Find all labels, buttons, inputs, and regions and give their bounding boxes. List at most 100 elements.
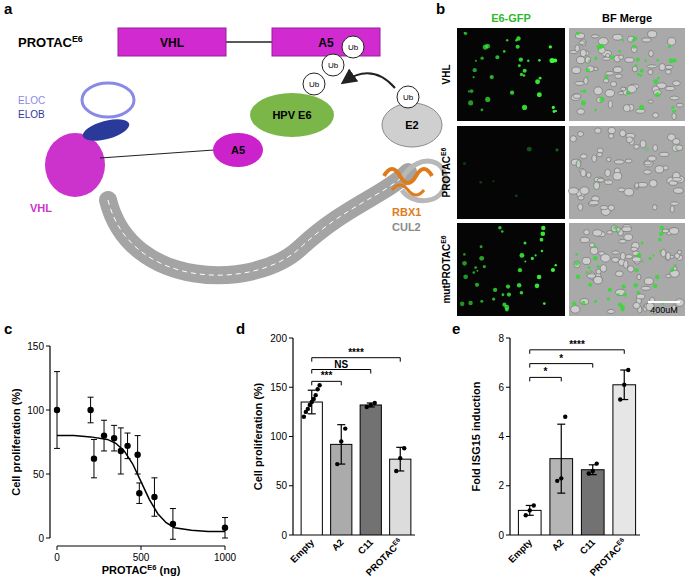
gfp-cell (475, 60, 477, 62)
gfp-cell (644, 147, 649, 152)
bf-cell (620, 252, 625, 260)
bf-cell (576, 57, 584, 64)
bf-cell (625, 58, 634, 63)
gfp-cell (518, 64, 521, 67)
data-point (134, 452, 140, 458)
gfp-cell (470, 89, 474, 93)
bf-cell (605, 180, 613, 184)
y-tick (506, 485, 510, 486)
gfp-cell (576, 32, 579, 35)
bf-cell (647, 65, 656, 68)
ub-label: Ub (348, 43, 359, 52)
error-cap (111, 425, 117, 426)
gfp-cell (653, 254, 655, 256)
bf-cell (610, 81, 616, 86)
superscript: E6 (440, 147, 447, 156)
bf-cell (573, 94, 581, 98)
gfp-cell (633, 36, 637, 40)
gfp-cell (593, 181, 596, 184)
gfp-image (457, 28, 565, 121)
gfp-cell (481, 109, 484, 112)
gfp-cell (575, 261, 580, 266)
gfp-cell (519, 57, 523, 61)
bf-cell (623, 105, 630, 112)
replicate-point (591, 469, 595, 473)
gfp-cell (535, 79, 540, 84)
gfp-cell (618, 50, 621, 53)
eloc-shape (82, 83, 134, 117)
gfp-cell (462, 261, 467, 266)
bf-cell (648, 31, 657, 38)
y-tick (46, 538, 50, 539)
replicate-point (555, 479, 559, 483)
gfp-cell (468, 100, 473, 105)
bf-cell (653, 145, 658, 152)
bf-cell (575, 45, 579, 52)
significance-bracket (312, 358, 401, 362)
gfp-cell (659, 231, 664, 236)
bf-cell (584, 230, 590, 235)
bf-cell (609, 134, 614, 139)
category-label: C11 (577, 536, 597, 556)
gfp-cell (640, 74, 643, 77)
gfp-cell (580, 90, 582, 92)
gfp-cell (597, 45, 602, 50)
y-tick (289, 485, 293, 486)
bf-cell (673, 139, 680, 145)
gfp-cell (594, 109, 597, 112)
replicate-point (626, 368, 630, 372)
tick-label: 0 (281, 530, 287, 541)
bf-cell (619, 55, 624, 60)
bf-cell (614, 160, 624, 164)
cul2-texture (108, 172, 408, 275)
bf-cell (673, 81, 681, 86)
bf-cell (620, 130, 626, 137)
gfp-cell (607, 297, 610, 300)
bf-cell (652, 205, 657, 210)
bf-cell (613, 67, 622, 73)
data-point (87, 407, 93, 413)
gfp-cell (479, 181, 482, 184)
gfp-cell (527, 147, 532, 152)
gfp-cell (594, 56, 597, 59)
tick-label: 50 (276, 480, 288, 491)
image-background (569, 126, 685, 219)
gfp-cell (552, 106, 555, 109)
gfp-cell (518, 268, 522, 272)
gfp-cell (479, 256, 484, 261)
bf-cell (589, 201, 599, 205)
gfp-cell (475, 283, 479, 287)
replicate-point (315, 387, 319, 391)
tick-label: 100 (270, 431, 287, 442)
tick-label: 4 (498, 431, 504, 442)
gfp-cell (517, 283, 522, 288)
protein-label: CUL2 (392, 221, 421, 233)
bf-image (569, 223, 685, 316)
bf-cell (613, 34, 623, 40)
gfp-cell (524, 261, 526, 263)
bf-cell (571, 94, 580, 100)
gfp-cell (460, 302, 465, 307)
replicate-point (532, 503, 536, 507)
gfp-cell (551, 268, 555, 272)
bf-cell (665, 65, 673, 69)
replicate-point (369, 403, 373, 407)
gfp-cell (540, 238, 544, 242)
gfp-cell (659, 250, 661, 252)
gfp-cell (635, 64, 638, 67)
bf-cell (648, 70, 653, 75)
category-label: A2 (329, 537, 345, 553)
image-background (569, 28, 685, 121)
tick-label: 0 (38, 533, 44, 544)
y-axis (49, 346, 50, 538)
protein-label: RBX1 (392, 206, 421, 218)
significance-bracket (530, 350, 625, 354)
panel-label: d (236, 320, 245, 337)
error-cap (91, 439, 97, 440)
y-tick (46, 410, 50, 411)
gfp-cell (671, 106, 674, 109)
bf-cell (659, 64, 665, 71)
gfp-cell (463, 162, 466, 165)
error-cap (308, 390, 316, 391)
tick-label: 0 (498, 530, 504, 541)
